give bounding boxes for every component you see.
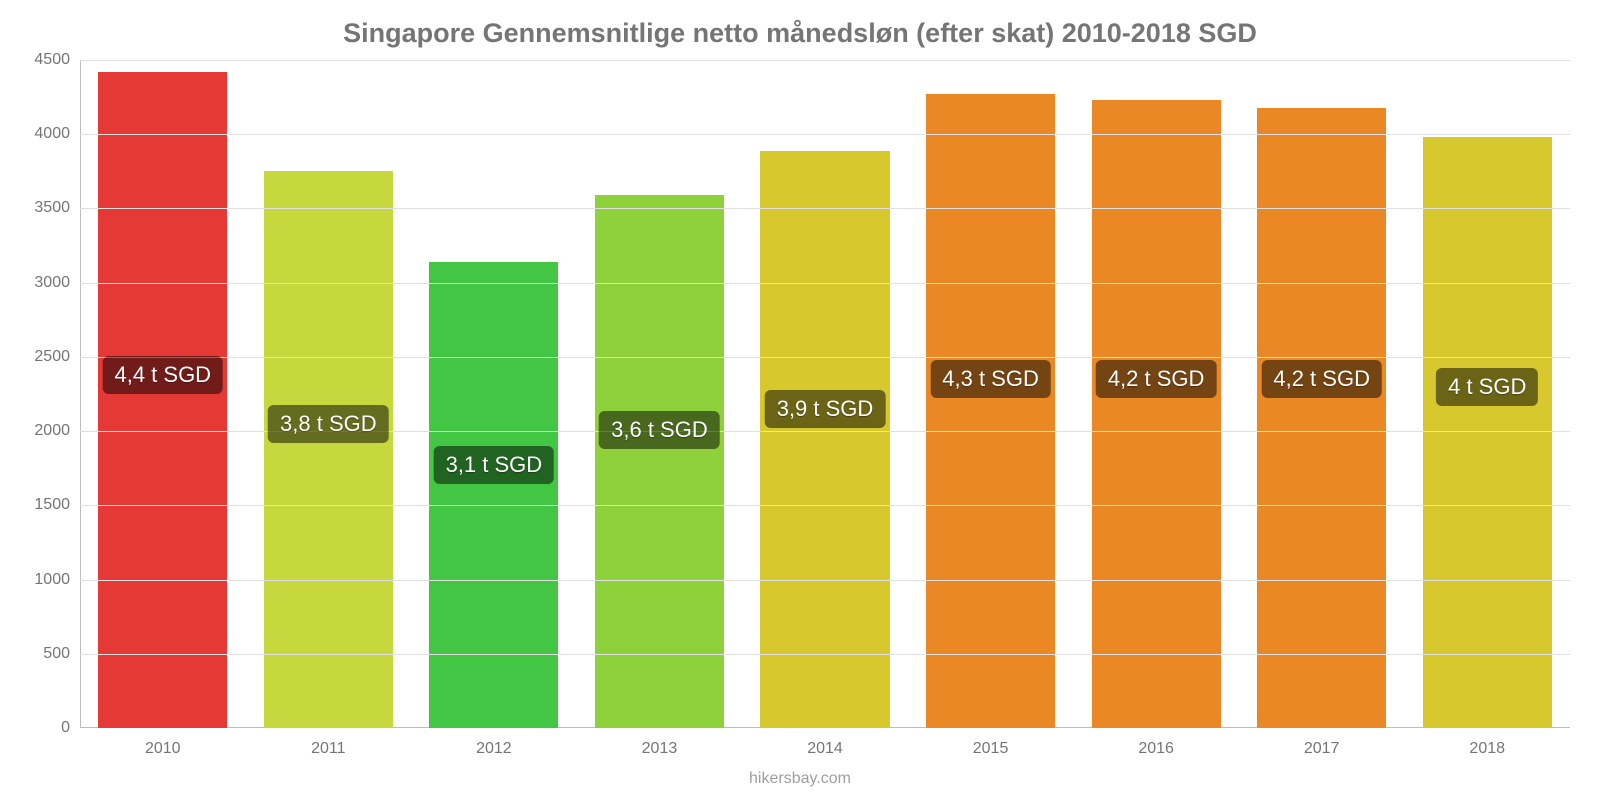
bar-value-label: 4,2 t SGD [1261, 360, 1382, 398]
x-tick-label: 2014 [807, 740, 843, 758]
bar-value-label: 3,6 t SGD [599, 411, 720, 449]
y-tick-label: 1000 [34, 571, 70, 589]
bar-value-label: 3,8 t SGD [268, 405, 389, 443]
bar [1092, 100, 1221, 728]
bar [1257, 108, 1386, 728]
grid-line [80, 60, 1570, 61]
bar [926, 94, 1055, 728]
y-tick-label: 1500 [34, 496, 70, 514]
bar [1423, 137, 1552, 728]
x-tick-label: 2011 [311, 740, 345, 758]
chart-title: Singapore Gennemsnitlige netto månedsløn… [0, 0, 1600, 49]
grid-line [80, 505, 1570, 506]
credit-text: hikersbay.com [0, 770, 1600, 788]
grid-line [80, 580, 1570, 581]
x-tick-label: 2017 [1304, 740, 1340, 758]
grid-line [80, 357, 1570, 358]
y-tick-label: 3500 [34, 199, 70, 217]
grid-line [80, 654, 1570, 655]
bar-value-label: 4,3 t SGD [930, 360, 1051, 398]
y-tick-label: 4000 [34, 125, 70, 143]
bar-value-label: 4 t SGD [1436, 368, 1538, 406]
grid-line [80, 283, 1570, 284]
bar-value-label: 4,2 t SGD [1096, 360, 1217, 398]
bar-chart: Singapore Gennemsnitlige netto månedsløn… [0, 0, 1600, 800]
x-tick-label: 2010 [145, 740, 181, 758]
y-tick-label: 500 [43, 645, 70, 663]
y-tick-label: 2000 [34, 422, 70, 440]
x-tick-label: 2018 [1469, 740, 1505, 758]
x-tick-label: 2016 [1138, 740, 1174, 758]
bar-value-label: 3,1 t SGD [434, 446, 555, 484]
y-tick-label: 2500 [34, 348, 70, 366]
x-tick-label: 2013 [642, 740, 678, 758]
plot-area: 0500100015002000250030003500400045002010… [80, 60, 1570, 728]
bar-value-label: 3,9 t SGD [765, 390, 886, 428]
grid-line [80, 208, 1570, 209]
bar [98, 72, 227, 728]
y-tick-label: 4500 [34, 51, 70, 69]
y-tick-label: 0 [61, 719, 70, 737]
bar [595, 195, 724, 728]
x-tick-label: 2012 [476, 740, 512, 758]
y-tick-label: 3000 [34, 274, 70, 292]
bar-value-label: 4,4 t SGD [102, 356, 223, 394]
bar [429, 262, 558, 728]
bar [760, 151, 889, 728]
grid-line [80, 134, 1570, 135]
bar [264, 171, 393, 728]
x-tick-label: 2015 [973, 740, 1009, 758]
